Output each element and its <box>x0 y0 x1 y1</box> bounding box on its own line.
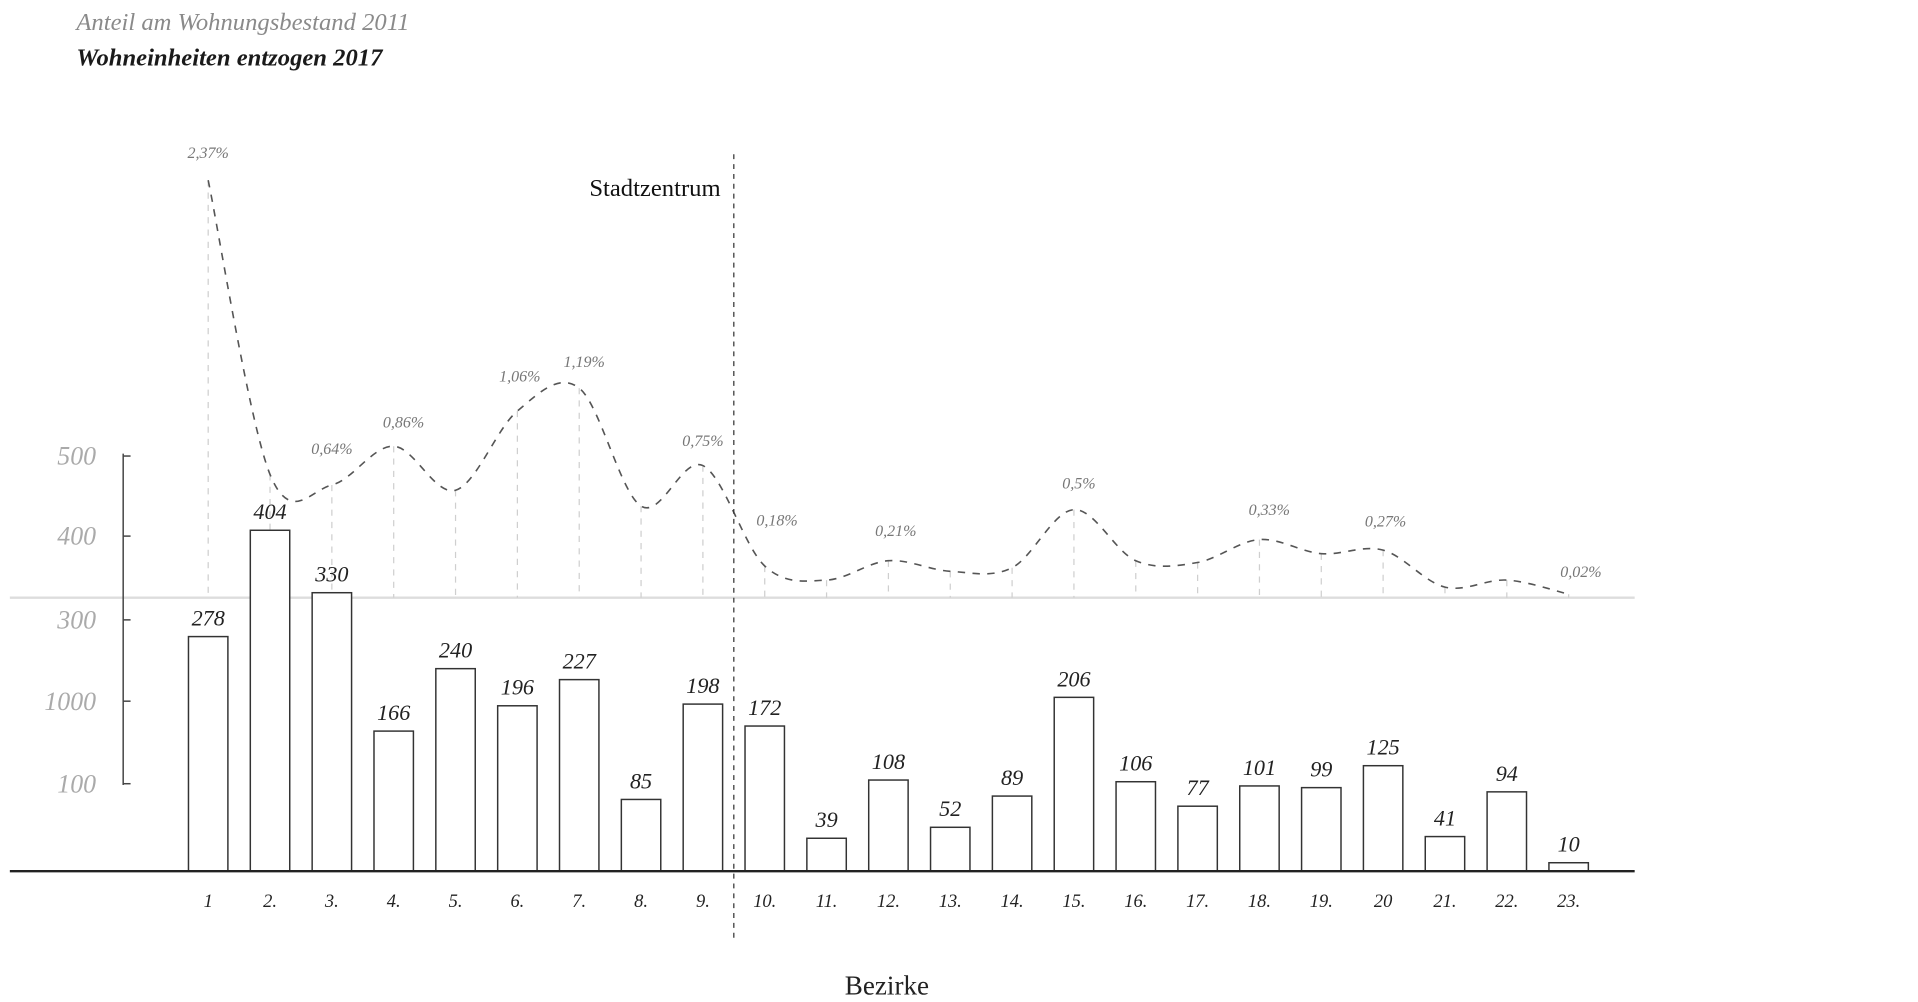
bar <box>373 730 415 872</box>
bar-value-label: 330 <box>314 562 348 587</box>
bar <box>496 705 538 872</box>
bar <box>806 837 848 872</box>
percent-data-label: 0,27% <box>1365 514 1406 531</box>
bar-value-label: 52 <box>939 796 961 821</box>
y-tick-label: 100 <box>57 769 96 798</box>
bar-value-label: 89 <box>1001 765 1023 790</box>
bar <box>929 826 971 872</box>
bar-value-label: 125 <box>1367 735 1400 760</box>
bar-value-label: 108 <box>872 749 905 774</box>
percent-data-label: 0,75% <box>682 433 723 450</box>
bar <box>1177 805 1219 872</box>
bar <box>435 667 476 872</box>
x-tick-label: 8. <box>634 891 648 911</box>
stadtzentrum-label: Stadtzentrum <box>589 175 720 202</box>
bar-value-label: 77 <box>1187 775 1210 800</box>
bar-value-label: 206 <box>1057 666 1090 691</box>
bar <box>1548 861 1590 872</box>
bar <box>1362 764 1404 872</box>
x-tick-label: 19. <box>1310 891 1333 911</box>
x-tick-label: 6. <box>510 891 524 911</box>
x-axis-title: Bezirke <box>845 970 929 1000</box>
x-tick-label: 9. <box>696 891 710 911</box>
percent-data-label: 0,33% <box>1249 502 1290 519</box>
percent-data-label: 0,5% <box>1062 476 1095 493</box>
x-tick-label: 4. <box>387 891 401 911</box>
x-tick-label: 15. <box>1062 891 1085 911</box>
x-tick-label: 13. <box>939 891 962 911</box>
x-tick-label: 5. <box>449 891 463 911</box>
bar-value-label: 85 <box>630 768 652 793</box>
bar-value-label: 166 <box>377 700 410 725</box>
bar-value-label: 227 <box>563 649 597 674</box>
percent-data-label: 0,21% <box>875 523 916 540</box>
x-tick-label: 14. <box>1001 891 1024 911</box>
bar <box>682 703 724 872</box>
bar-value-label: 106 <box>1119 751 1152 776</box>
bar-value-label: 41 <box>1434 805 1456 830</box>
percent-data-label: 0,64% <box>311 441 352 458</box>
percent-data-label: 0,02% <box>1560 564 1601 581</box>
y-tick-label: 1000 <box>44 687 96 716</box>
bar <box>1300 786 1342 872</box>
x-tick-label: 12. <box>877 891 900 911</box>
x-tick-label: 1 <box>204 891 213 911</box>
x-tick-label: 21. <box>1433 891 1456 911</box>
bar <box>1053 696 1095 872</box>
bar <box>1115 780 1157 872</box>
percent-data-label: 1,19% <box>563 354 604 371</box>
bar <box>311 591 353 872</box>
bar <box>1424 835 1466 872</box>
x-tick-label: 17. <box>1186 891 1209 911</box>
x-tick-label: 16. <box>1124 891 1147 911</box>
y-tick-label: 300 <box>56 605 96 634</box>
bar-value-label: 39 <box>814 807 837 832</box>
x-tick-label: 23. <box>1557 891 1580 911</box>
bar-value-label: 94 <box>1496 761 1518 786</box>
x-tick-label: 7. <box>572 891 586 911</box>
x-tick-label: 18. <box>1248 891 1271 911</box>
bar-value-label: 278 <box>192 606 225 631</box>
plot-area: 500 400 300 1000 100 2,37% 0,64% 0,86% 1,06% 1,19… <box>9 145 1635 939</box>
bar <box>991 795 1033 872</box>
x-tick-label: 20 <box>1374 891 1392 911</box>
bar <box>620 798 662 872</box>
bar-value-label: 101 <box>1243 755 1276 780</box>
bar-value-label: 172 <box>748 695 781 720</box>
bar-value-label: 404 <box>253 499 286 524</box>
x-tick-label: 10. <box>753 891 776 911</box>
percent-data-label: 2,37% <box>188 145 229 162</box>
percent-data-label: 0,86% <box>383 415 424 432</box>
y-tick-label: 500 <box>57 442 96 471</box>
bar <box>744 725 786 872</box>
bar-value-label: 10 <box>1558 832 1580 857</box>
x-tick-label: 11. <box>816 891 838 911</box>
bar-value-label: 198 <box>686 673 719 698</box>
x-tick-label: 2. <box>263 891 277 911</box>
bar <box>558 678 600 872</box>
legend-bar-series: Wohneinheiten entzogen 2017 <box>76 45 384 72</box>
bar <box>1486 791 1528 872</box>
bar <box>249 529 291 872</box>
bar <box>187 635 229 872</box>
percent-data-label: 1,06% <box>499 368 540 385</box>
bar-value-label: 99 <box>1310 757 1332 782</box>
bar <box>1239 785 1280 872</box>
legend-line-series: Anteil am Wohnungsbestand 2011 <box>74 9 409 36</box>
x-tick-label: 22. <box>1495 891 1518 911</box>
bar-value-label: 196 <box>501 675 534 700</box>
y-tick-label: 400 <box>57 522 96 551</box>
bar-value-label: 240 <box>439 638 472 663</box>
bar <box>867 779 909 872</box>
percent-data-label: 0,18% <box>756 512 797 529</box>
x-tick-label: 3. <box>324 891 339 911</box>
